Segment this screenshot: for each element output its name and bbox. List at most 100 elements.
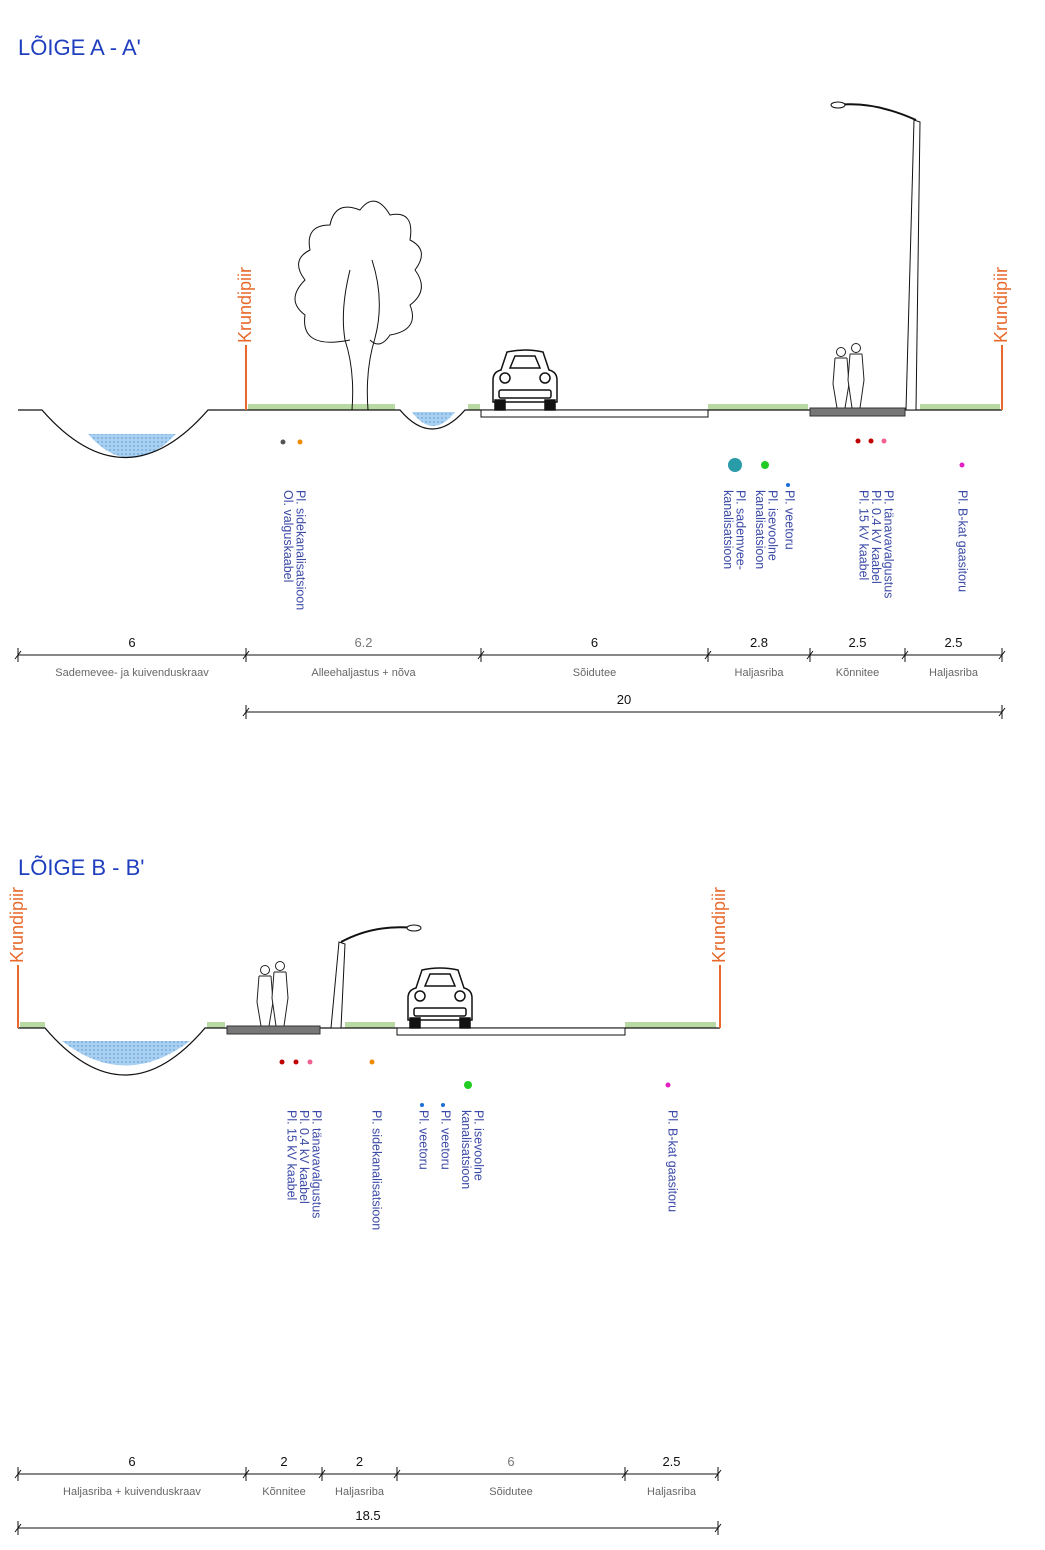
dimension-label: Haljasriba bbox=[929, 667, 979, 679]
dimension-tick bbox=[393, 1467, 401, 1481]
utility-dot bbox=[761, 461, 769, 469]
ground-line bbox=[18, 409, 1002, 458]
car-icon bbox=[492, 349, 558, 411]
section-title: LÕIGE B - B' bbox=[18, 855, 144, 880]
utility-dot bbox=[786, 483, 790, 487]
grass bbox=[345, 1022, 395, 1028]
utility-label: kanalisatsioon bbox=[753, 490, 767, 569]
car-wheel bbox=[494, 399, 506, 411]
dimension-value: 6 bbox=[128, 635, 135, 650]
total-value: 18.5 bbox=[355, 1508, 380, 1523]
car-bumper bbox=[413, 1007, 467, 1017]
utility-label: Pl. tänavavalgustus bbox=[882, 490, 896, 598]
dimension-tick bbox=[242, 1467, 250, 1481]
dimension-tick bbox=[318, 1467, 326, 1481]
grass bbox=[248, 404, 395, 410]
total-tick bbox=[242, 705, 250, 719]
dimension-tick bbox=[704, 648, 712, 662]
dimension-label: Kõnnitee bbox=[262, 1486, 305, 1498]
dimension-value: 6 bbox=[507, 1454, 514, 1469]
utility-label: Pl. B-kat gaasitoru bbox=[956, 490, 970, 592]
dimension-label: Sõidutee bbox=[573, 667, 616, 679]
utility-dot bbox=[868, 438, 874, 444]
ground-line bbox=[18, 1027, 720, 1076]
dimension-tick bbox=[621, 1467, 629, 1481]
lamp-head bbox=[406, 924, 422, 932]
dimension-value: 6 bbox=[591, 635, 598, 650]
dimension-value: 2.8 bbox=[750, 635, 768, 650]
utility-label: kanalisatsioon bbox=[721, 490, 735, 569]
car-light bbox=[499, 372, 511, 384]
utility-dot bbox=[420, 1103, 424, 1107]
water bbox=[88, 434, 176, 458]
person-body bbox=[256, 975, 274, 1027]
person-head bbox=[260, 965, 270, 975]
car-body bbox=[407, 967, 473, 1021]
utility-label: Pl. isevoolne bbox=[766, 490, 780, 561]
utility-dot bbox=[297, 439, 303, 445]
person-head bbox=[275, 961, 285, 971]
tree-trunk bbox=[342, 259, 380, 411]
utility-label: Pl. veetoru bbox=[417, 1110, 431, 1170]
lamp-pole bbox=[905, 119, 921, 411]
utility-label: Pl. 0.4 kV kaabel bbox=[297, 1110, 311, 1204]
car-window bbox=[423, 973, 457, 987]
grass bbox=[708, 404, 808, 410]
person-body bbox=[832, 357, 850, 409]
car-light bbox=[454, 990, 466, 1002]
utility-dot bbox=[464, 1081, 472, 1089]
dimension-tick bbox=[242, 648, 250, 662]
boundary-label: Krundipiir bbox=[991, 267, 1011, 343]
dimension-tick bbox=[477, 648, 485, 662]
utility-dot bbox=[728, 458, 742, 472]
water bbox=[412, 412, 455, 426]
car-wheel bbox=[409, 1017, 421, 1029]
grass bbox=[920, 404, 1000, 410]
utility-label: Pl. sidekanalisatsioon bbox=[370, 1110, 384, 1230]
person-head bbox=[851, 343, 861, 353]
car-body bbox=[492, 349, 558, 403]
dimension-label: Haljasriba bbox=[335, 1486, 385, 1498]
sidewalk bbox=[809, 407, 906, 417]
dimension-tick bbox=[806, 648, 814, 662]
water bbox=[62, 1041, 190, 1066]
utility-dot bbox=[665, 1082, 671, 1088]
utility-label: Pl. veetoru bbox=[439, 1110, 453, 1170]
person-head bbox=[836, 347, 846, 357]
grass bbox=[468, 404, 480, 410]
section-title: LÕIGE A - A' bbox=[18, 35, 141, 60]
lamp-head bbox=[830, 101, 846, 109]
utility-dot bbox=[881, 438, 887, 444]
tree-crown bbox=[294, 200, 422, 345]
total-tick bbox=[998, 705, 1006, 719]
utility-label: Pl. sademvee- bbox=[734, 490, 748, 570]
lamp-arm bbox=[340, 926, 415, 943]
dimension-label: Sõidutee bbox=[489, 1486, 532, 1498]
grass bbox=[207, 1022, 225, 1028]
car-bumper bbox=[498, 389, 552, 399]
grass bbox=[20, 1022, 45, 1028]
utility-label: Pl. 15 kV kaabel bbox=[857, 490, 871, 580]
car-wheel bbox=[459, 1017, 471, 1029]
grass bbox=[625, 1022, 716, 1028]
lamp-pole bbox=[330, 941, 346, 1029]
utility-label: Pl. 15 kV kaabel bbox=[285, 1110, 299, 1200]
dimension-value: 2 bbox=[280, 1454, 287, 1469]
utility-label: kanalisatsioon bbox=[459, 1110, 473, 1189]
dimension-tick bbox=[14, 648, 22, 662]
sidewalk bbox=[226, 1025, 321, 1035]
total-value: 20 bbox=[617, 692, 631, 707]
utility-dot bbox=[855, 438, 861, 444]
dimension-label: Kõnnitee bbox=[836, 667, 879, 679]
car-light bbox=[414, 990, 426, 1002]
car-window bbox=[508, 355, 542, 369]
utility-dot bbox=[441, 1103, 445, 1107]
total-tick bbox=[714, 1521, 722, 1535]
utility-label: Ol. valguskaabel bbox=[281, 490, 295, 582]
pedestrians-icon bbox=[256, 961, 289, 1027]
dimension-value: 2.5 bbox=[848, 635, 866, 650]
total-tick bbox=[14, 1521, 22, 1535]
utility-label: Pl. sidekanalisatsioon bbox=[294, 490, 308, 610]
utility-dot bbox=[280, 439, 286, 445]
car-icon bbox=[407, 967, 473, 1029]
